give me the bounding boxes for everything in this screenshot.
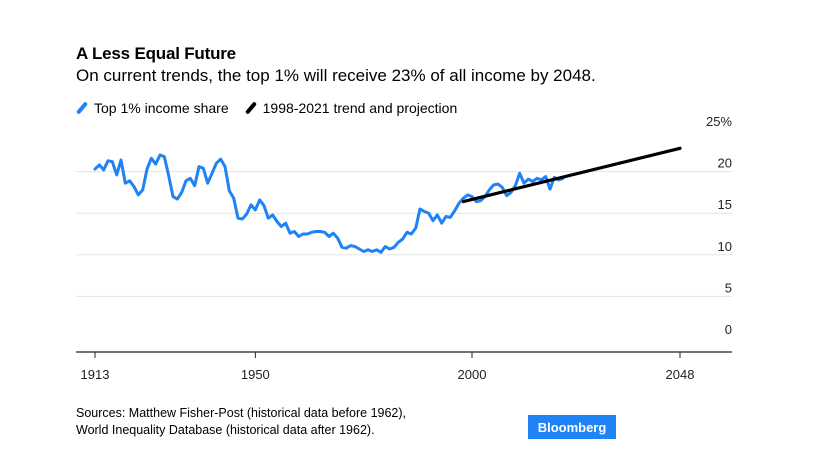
series-line-trend-projection [461, 146, 682, 204]
legend-item-top1: Top 1% income share [75, 100, 229, 116]
y-tick-label-25: 25% [706, 114, 732, 129]
x-tick-label-1913: 1913 [81, 367, 110, 382]
y-tick-label-0: 0 [725, 322, 732, 337]
series-line-top1-income-share [93, 153, 565, 254]
legend-label-top1: Top 1% income share [94, 100, 229, 116]
y-tick-label-20: 20 [718, 156, 732, 171]
y-tick-label-10: 10 [718, 239, 732, 254]
x-tick-label-2000: 2000 [458, 367, 487, 382]
source-line-1: Sources: Matthew Fisher-Post (historical… [76, 406, 407, 420]
x-tick-label-1950: 1950 [241, 367, 270, 382]
y-tick-label-5: 5 [725, 280, 732, 295]
legend-item-trend: 1998-2021 trend and projection [244, 100, 458, 116]
legend: Top 1% income share 1998-2021 trend and … [75, 100, 473, 116]
chart-title: A Less Equal Future [76, 44, 236, 63]
y-tick-label-15: 15 [718, 197, 732, 212]
chart-subtitle: On current trends, the top 1% will recei… [76, 66, 596, 85]
legend-label-trend: 1998-2021 trend and projection [262, 100, 458, 116]
x-tick-label-2048: 2048 [666, 367, 695, 382]
source-note: Sources: Matthew Fisher-Post (historical… [76, 405, 406, 439]
bloomberg-logo: Bloomberg [528, 415, 616, 439]
source-line-2: World Inequality Database (historical da… [76, 423, 375, 437]
